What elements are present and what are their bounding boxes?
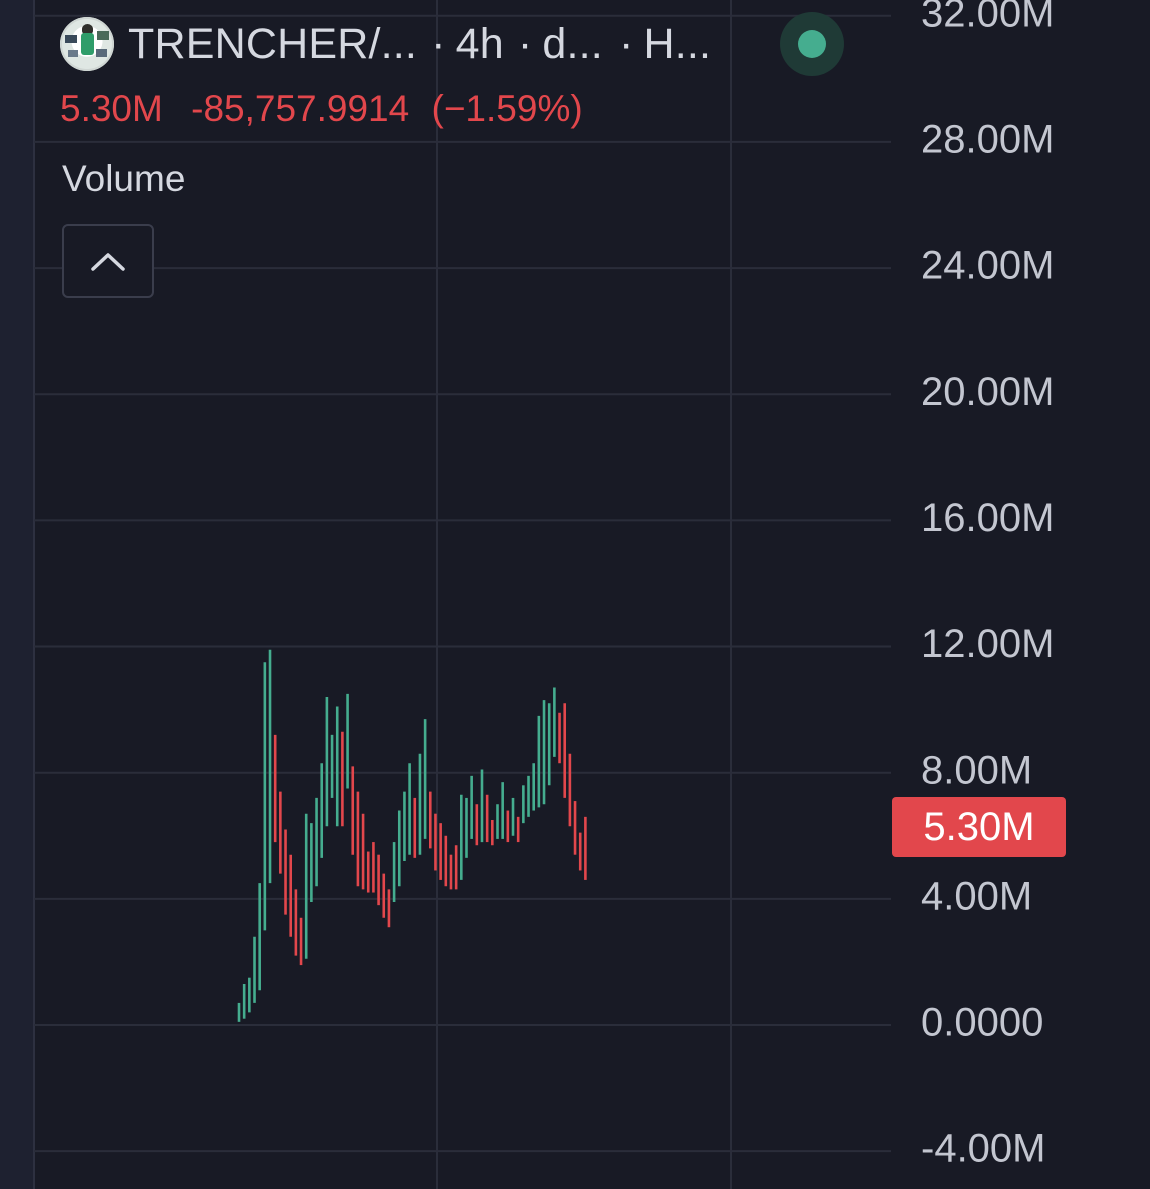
left-toolbar-rail: [0, 0, 35, 1189]
symbol-name[interactable]: TRENCHER/...: [128, 19, 418, 68]
y-tick-label: 20.00M: [921, 370, 1054, 414]
y-tick-label: 12.00M: [921, 622, 1054, 666]
live-status-indicator[interactable]: [780, 12, 844, 76]
live-dot-icon: [798, 30, 826, 58]
current-price-badge: 5.30M: [892, 797, 1066, 857]
y-tick-label: 32.00M: [921, 0, 1054, 35]
change-percent: (−1.59%): [431, 88, 583, 129]
y-tick-label: -4.00M: [921, 1127, 1046, 1171]
separator-dot: ·: [431, 19, 446, 68]
grid-layer: [34, 0, 891, 1189]
y-tick-label: 24.00M: [921, 244, 1054, 288]
y-tick-label: 4.00M: [921, 874, 1032, 918]
collapse-button[interactable]: [62, 224, 154, 298]
last-value: 5.30M: [60, 88, 163, 129]
chart-header: TRENCHER/... · 4h · d... · H...: [60, 16, 711, 72]
separator-dot: ·: [517, 19, 533, 68]
token-avatar-icon[interactable]: [60, 17, 114, 71]
y-tick-label: 16.00M: [921, 496, 1054, 540]
interval-label[interactable]: 4h: [455, 19, 504, 68]
price-summary: 5.30M -85,757.9914 (−1.59%): [60, 88, 601, 130]
change-value: -85,757.9914: [191, 88, 410, 129]
y-axis: 32.00M 28.00M 24.00M 20.00M 16.00M 12.00M 8.00…: [921, 0, 1054, 1171]
source-label[interactable]: d...: [542, 19, 603, 68]
separator-dot: ·: [618, 19, 634, 68]
chevron-up-icon: [91, 253, 125, 271]
y-tick-label: 28.00M: [921, 117, 1054, 161]
y-tick-label: 0.0000: [921, 1001, 1043, 1045]
y-tick-label: 8.00M: [921, 748, 1032, 792]
extra-label[interactable]: H...: [643, 19, 712, 68]
bar-layer: [237, 649, 587, 1022]
indicator-label: Volume: [62, 158, 186, 199]
